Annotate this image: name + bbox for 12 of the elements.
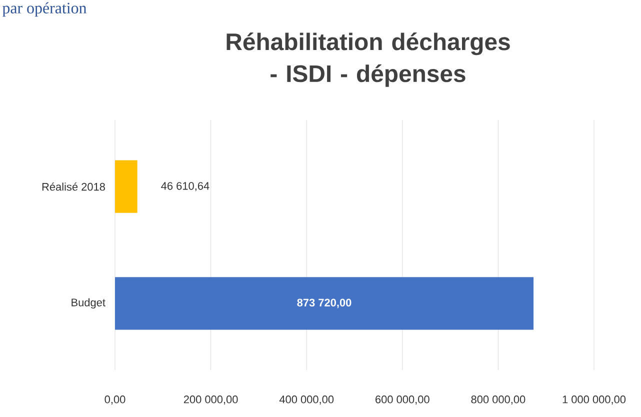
text: par opération [2,2,87,17]
chart-title: Réhabilitation décharges - ISDI - dépenses [226,32,510,87]
x-tick-label: 200 000,00 [184,396,238,405]
y-tick-label: Budget [72,298,106,309]
x-tick-label: 400 000,00 [279,396,334,405]
y-tick-label: Réalisé 2018 [42,182,105,191]
x-tick-label: 800 000,00 [471,396,526,405]
x-tick-label: 1 000 000,00 [562,396,626,405]
data-label: 46 610,64 [161,182,210,192]
x-tick-label: 600 000,00 [376,396,430,405]
x-tick-label: 0,00 [104,396,126,405]
data-label: 873 720,00 [297,298,352,308]
